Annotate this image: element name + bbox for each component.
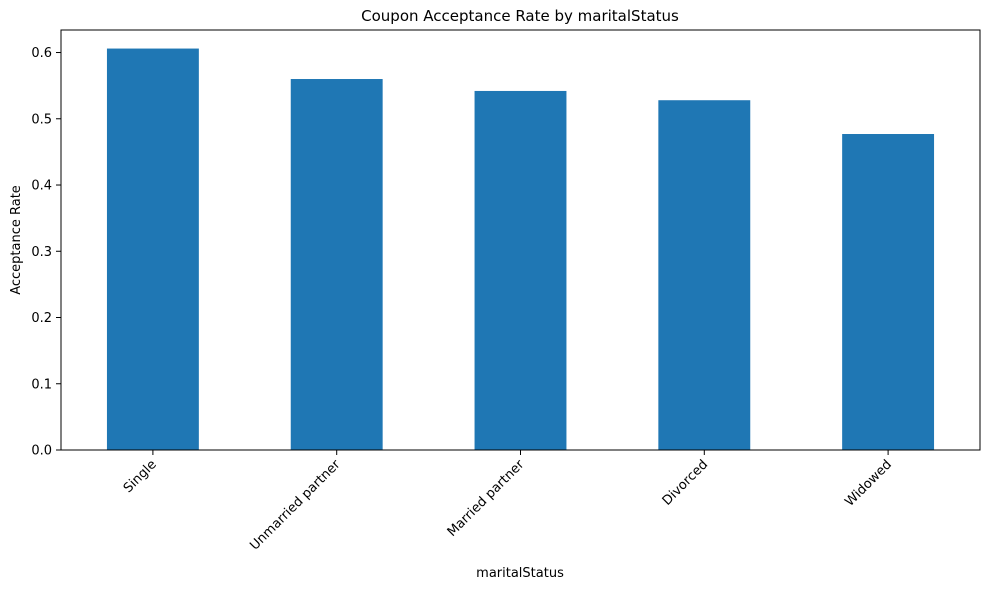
bar-divorced <box>658 100 751 450</box>
y-tick-label: 0.5 <box>31 112 52 127</box>
x-tick-label: Single <box>121 457 160 496</box>
y-tick-label: 0.3 <box>31 245 52 260</box>
x-axis: Single Unmarried partner Married partner Di… <box>121 450 895 553</box>
x-tick-label: Unmarried partner <box>247 457 344 554</box>
bar-married-partner <box>474 90 567 450</box>
bar-single <box>106 48 199 451</box>
x-tick-label: Married partner <box>445 457 528 540</box>
chart-title: Coupon Acceptance Rate by maritalStatus <box>361 7 679 25</box>
x-axis-title: maritalStatus <box>476 566 564 581</box>
bar-unmarried-partner <box>290 79 383 451</box>
y-tick-label: 0.1 <box>31 377 52 392</box>
x-tick-label: Divorced <box>660 457 711 508</box>
bars-layer <box>106 48 935 451</box>
y-axis-title: Acceptance Rate <box>9 185 24 295</box>
bar-widowed <box>842 134 935 450</box>
y-tick-label: 0.6 <box>31 46 52 61</box>
y-tick-label: 0.4 <box>31 179 52 194</box>
x-tick-label: Widowed <box>842 457 895 510</box>
y-axis: 0.0 0.1 0.2 0.3 0.4 0.5 0.6 <box>31 46 61 459</box>
y-tick-label: 0.0 <box>31 444 52 459</box>
y-tick-label: 0.2 <box>31 311 52 326</box>
